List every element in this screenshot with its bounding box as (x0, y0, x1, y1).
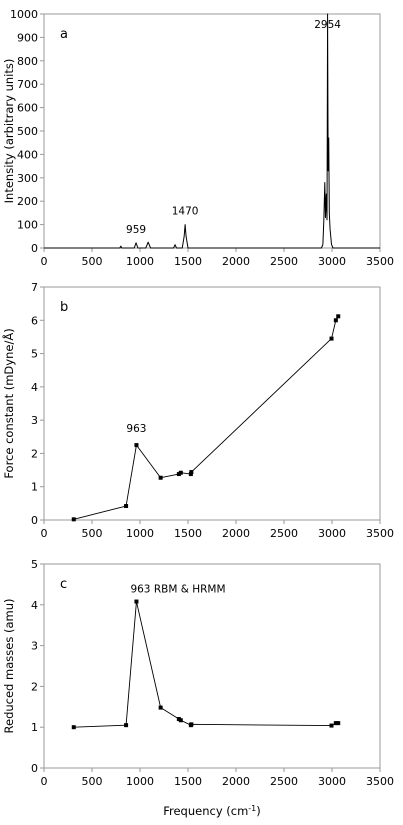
y-tick-label: 4 (31, 599, 38, 612)
data-point (71, 517, 76, 522)
y-tick-label: 1 (31, 481, 38, 494)
series-line (44, 13, 380, 249)
data-annotation: 963 (126, 423, 146, 435)
y-axis-label: Reduced masses (amu) (2, 599, 16, 734)
x-tick-label: 2000 (222, 527, 250, 540)
y-tick-label: 1000 (10, 8, 38, 21)
x-axis-label: Frequency (cm-1) (163, 804, 261, 819)
y-tick-label: 6 (31, 314, 38, 327)
x-tick-label: 1500 (174, 775, 202, 788)
x-tick-label: 1500 (174, 255, 202, 268)
data-point (336, 314, 341, 319)
chart-panel-b: 0 500 1000 1500 2000 2500 3000 3500 0 1 2 3 4 5 6 7 Forc… (1, 281, 394, 540)
y-tick-label: 2 (31, 680, 38, 693)
data-annotation: 2954 (314, 19, 341, 31)
data-point (158, 475, 163, 480)
x-tick-label: 500 (82, 255, 103, 268)
x-tick-label: 3000 (318, 527, 346, 540)
data-point (333, 721, 338, 726)
series-line (73, 601, 339, 728)
y-tick-label: 300 (17, 172, 38, 185)
x-tick-label: 3500 (366, 255, 394, 268)
data-point (189, 470, 194, 475)
y-tick-label: 2 (31, 447, 38, 460)
x-tick-label: 3000 (318, 775, 346, 788)
x-tick-label: 3000 (318, 255, 346, 268)
y-tick-label: 800 (17, 55, 38, 68)
chart-panel-a: 0 500 1000 1500 2000 2500 3000 3500 0 100 200 300 40… (2, 8, 394, 268)
data-point (333, 318, 338, 323)
y-tick-label: 5 (31, 348, 38, 361)
y-tick-label: 400 (17, 148, 38, 161)
plot-frame (43, 286, 381, 521)
y-tick-label: 500 (17, 125, 38, 138)
x-tick-label: 500 (82, 527, 103, 540)
x-tick-label: 0 (41, 775, 48, 788)
data-point (189, 722, 194, 727)
y-tick-label: 0 (31, 242, 38, 255)
data-point (329, 336, 334, 341)
y-tick-label: 900 (17, 31, 38, 44)
data-point (178, 718, 183, 723)
data-point (124, 504, 129, 509)
y-tick-label: 3 (31, 640, 38, 653)
data-annotation: 1470 (172, 206, 199, 218)
data-point (134, 443, 139, 448)
y-tick-label: 3 (31, 414, 38, 427)
x-tick-label: 2500 (270, 775, 298, 788)
panel-letter: c (60, 577, 67, 592)
y-tick-label: 0 (31, 514, 38, 527)
panel-letter: a (60, 27, 68, 42)
y-tick-label: 1 (31, 721, 38, 734)
y-tick-label: 0 (31, 762, 38, 775)
y-tick-label: 100 (17, 219, 38, 232)
y-tick-label: 5 (31, 558, 38, 571)
x-tick-label: 3500 (366, 775, 394, 788)
x-tick-label: 2500 (270, 527, 298, 540)
x-tick-label: 1500 (174, 527, 202, 540)
plot-frame (43, 563, 381, 769)
x-tick-label: 0 (41, 527, 48, 540)
y-axis-label: Intensity (arbitrary units) (2, 59, 16, 204)
chart-panel-c: 0 500 1000 1500 2000 2500 3000 3500 0 1 2 3 4 5 Reduce… (2, 558, 394, 788)
x-tick-label: 0 (41, 255, 48, 268)
x-tick-label: 500 (82, 775, 103, 788)
x-tick-label: 3500 (366, 527, 394, 540)
data-annotation: 959 (126, 224, 146, 236)
data-annotation: 963 RBM & HRMM (130, 584, 225, 596)
data-point (178, 470, 183, 475)
y-tick-label: 600 (17, 102, 38, 115)
series-line (73, 316, 339, 520)
x-tick-label: 2000 (222, 255, 250, 268)
y-tick-label: 7 (31, 281, 38, 294)
data-point (158, 705, 163, 710)
x-tick-label: 2000 (222, 775, 250, 788)
x-tick-label: 1000 (126, 527, 154, 540)
data-point (336, 721, 341, 726)
data-point (329, 723, 334, 728)
y-axis-label: Force constant (mDyne/Å) (1, 328, 16, 478)
x-tick-label: 1000 (126, 775, 154, 788)
data-point (134, 599, 139, 604)
data-point (71, 725, 76, 730)
panel-letter: b (60, 300, 68, 315)
y-tick-label: 700 (17, 78, 38, 91)
x-tick-label: 2500 (270, 255, 298, 268)
y-tick-label: 200 (17, 195, 38, 208)
x-tick-label: 1000 (126, 255, 154, 268)
y-tick-label: 4 (31, 381, 38, 394)
data-point (124, 723, 129, 728)
